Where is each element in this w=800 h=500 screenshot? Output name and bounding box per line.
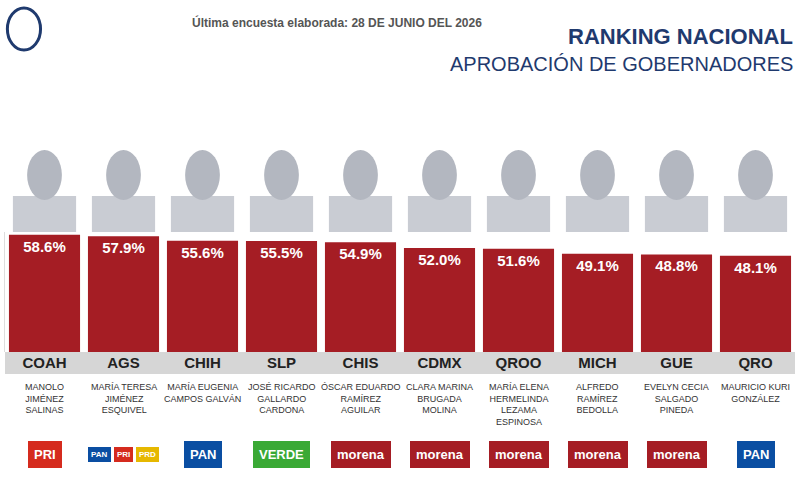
- svg-text:52.0%: 52.0%: [418, 251, 461, 268]
- svg-text:COAH: COAH: [22, 354, 66, 371]
- svg-text:CHIH: CHIH: [184, 354, 221, 371]
- svg-text:PRI: PRI: [34, 447, 56, 462]
- svg-text:VERDE: VERDE: [259, 447, 304, 462]
- svg-text:EVELYN CECIASALGADOPINEDA: EVELYN CECIASALGADOPINEDA: [644, 382, 709, 415]
- svg-text:SLP: SLP: [267, 354, 296, 371]
- svg-text:PAN: PAN: [190, 447, 216, 462]
- svg-text:AGS: AGS: [107, 354, 140, 371]
- svg-text:JOSÉ RICARDOGALLARDOCARDONA: JOSÉ RICARDOGALLARDOCARDONA: [248, 382, 316, 415]
- svg-text:morena: morena: [495, 447, 543, 462]
- svg-text:MANOLOJIMÉNEZSALINAS: MANOLOJIMÉNEZSALINAS: [25, 382, 64, 415]
- svg-text:48.1%: 48.1%: [734, 259, 777, 276]
- svg-text:ÓSCAR EDUARDORAMÍREZAGUILAR: ÓSCAR EDUARDORAMÍREZAGUILAR: [321, 382, 401, 415]
- svg-text:CDMX: CDMX: [417, 354, 461, 371]
- svg-text:MARÍA EUGENIACAMPOS GALVÁN: MARÍA EUGENIACAMPOS GALVÁN: [164, 382, 241, 404]
- svg-text:PAN: PAN: [91, 450, 108, 459]
- svg-text:PAN: PAN: [743, 447, 769, 462]
- svg-text:55.5%: 55.5%: [260, 244, 303, 261]
- svg-text:49.1%: 49.1%: [576, 257, 619, 274]
- svg-text:MARÍA TERESAJIMÉNEZESQUIVEL: MARÍA TERESAJIMÉNEZESQUIVEL: [91, 382, 157, 415]
- svg-text:morena: morena: [574, 447, 622, 462]
- svg-text:55.6%: 55.6%: [181, 244, 224, 261]
- svg-text:Última encuesta elaborada: 28: Última encuesta elaborada: 28 DE JUNIO D…: [192, 15, 482, 30]
- svg-text:GUE: GUE: [660, 354, 693, 371]
- svg-text:CLARA MARINABRUGADAMOLINA: CLARA MARINABRUGADAMOLINA: [406, 382, 473, 415]
- svg-text:RANKING NACIONAL: RANKING NACIONAL: [568, 24, 793, 49]
- svg-text:57.9%: 57.9%: [102, 239, 145, 256]
- svg-text:54.9%: 54.9%: [339, 245, 382, 262]
- svg-text:ALFREDORAMÍREZBEDOLLA: ALFREDORAMÍREZBEDOLLA: [576, 382, 619, 415]
- svg-text:58.6%: 58.6%: [23, 238, 66, 255]
- svg-text:MAURICIO KURIGONZÁLEZ: MAURICIO KURIGONZÁLEZ: [721, 382, 790, 404]
- svg-text:CHIS: CHIS: [343, 354, 379, 371]
- svg-text:48.8%: 48.8%: [655, 257, 698, 274]
- svg-text:APROBACIÓN DE GOBERNADORES: APROBACIÓN DE GOBERNADORES: [450, 53, 793, 75]
- svg-text:MICH: MICH: [578, 354, 616, 371]
- svg-text:MARÍA ELENAHERMELINDALEZAMAESP: MARÍA ELENAHERMELINDALEZAMAESPINOSA: [489, 382, 549, 427]
- svg-text:morena: morena: [653, 447, 701, 462]
- svg-text:QROO: QROO: [496, 354, 542, 371]
- svg-text:QRO: QRO: [738, 354, 773, 371]
- svg-text:51.6%: 51.6%: [497, 252, 540, 269]
- svg-text:PRD: PRD: [139, 450, 156, 459]
- svg-text:morena: morena: [337, 447, 385, 462]
- svg-text:PRI: PRI: [117, 450, 130, 459]
- svg-text:morena: morena: [416, 447, 464, 462]
